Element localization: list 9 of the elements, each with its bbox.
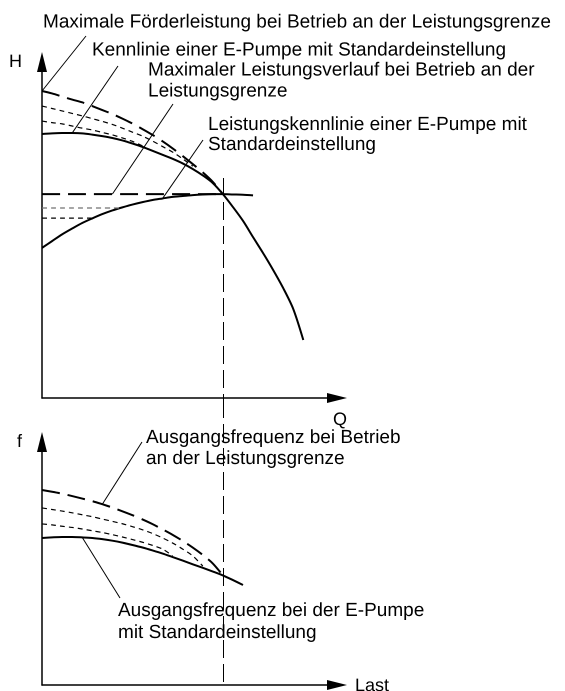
text: Leistungskennlinie einer E-Pumpe mit Standardeinstellung: [208, 114, 532, 155]
x-axis-title: Last: [354, 675, 389, 691]
text: Maximale Förderleistung bei Betrieb an der Leistungsgrenze: [43, 12, 551, 32]
legend-label: Kennlinie einer E-Pumpe mit Standardeinstellung: [92, 40, 506, 60]
x-axis-title: Q: [332, 409, 347, 429]
text: Maximaler Leistungsverlauf bei Betrieb an der Leistungsgrenze: [148, 60, 540, 102]
y-axis-title: f: [16, 431, 23, 451]
text: Ausgangsfrequenz bei der E-Pumpe mit Standardeinstellung: [118, 600, 430, 643]
y-axis-title: H: [9, 51, 22, 71]
